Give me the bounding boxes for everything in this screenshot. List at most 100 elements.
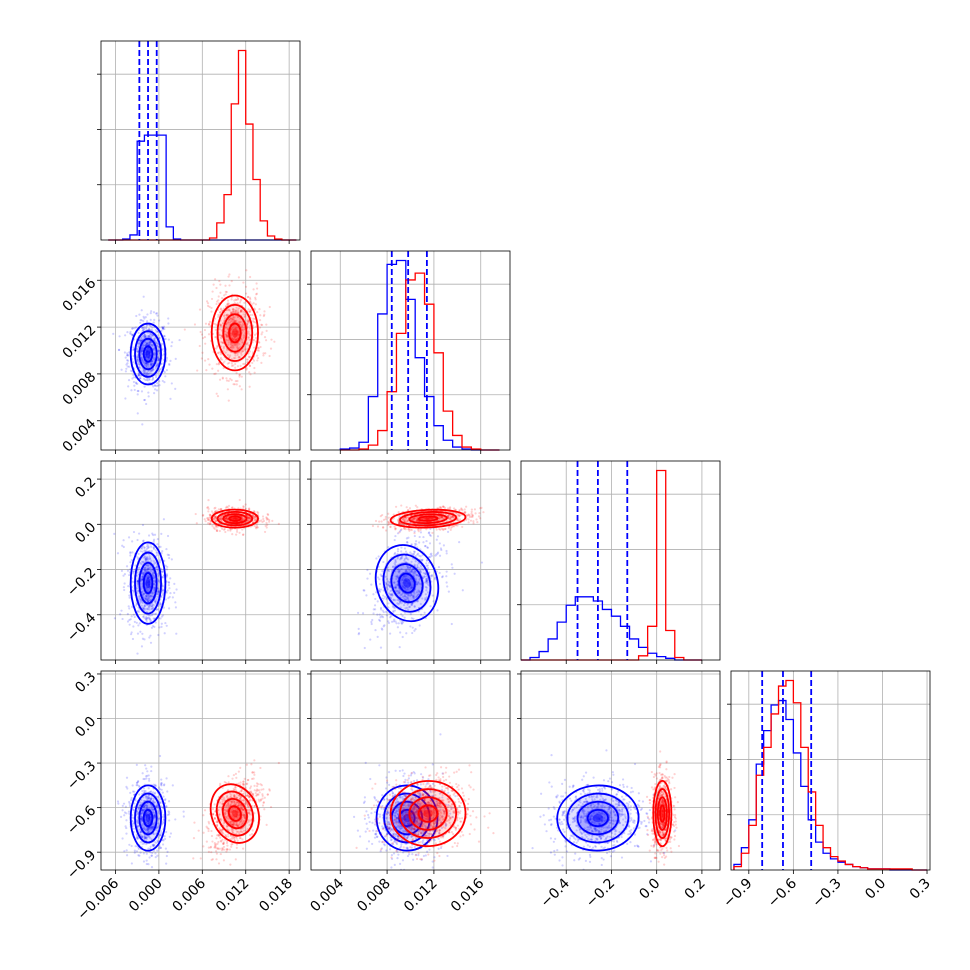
sample-point	[413, 532, 416, 535]
sample-point	[136, 632, 140, 635]
scatter-panel-2-1	[310, 460, 511, 661]
sample-point	[232, 308, 235, 311]
sample-point	[397, 522, 401, 525]
sample-point	[451, 516, 454, 519]
sample-point	[399, 528, 402, 532]
sample-point	[155, 608, 159, 611]
sample-point	[212, 283, 215, 286]
sample-point	[137, 847, 140, 850]
sample-point	[234, 343, 237, 346]
sample-point	[405, 516, 408, 519]
sample-point	[145, 616, 149, 620]
sample-point	[397, 622, 400, 625]
sample-point	[147, 816, 150, 820]
sample-point	[230, 362, 233, 365]
sample-point	[225, 339, 228, 342]
sample-point	[166, 565, 169, 569]
sample-point	[237, 321, 241, 324]
sample-point	[144, 618, 148, 621]
sample-point	[410, 570, 413, 574]
sample-point	[389, 585, 392, 589]
sample-point	[357, 627, 360, 630]
sample-point	[377, 555, 380, 558]
sample-point	[167, 607, 171, 610]
sample-point	[423, 598, 427, 601]
sample-point	[145, 350, 148, 353]
sample-point	[149, 826, 153, 830]
sample-point	[162, 818, 165, 821]
sample-point	[414, 504, 417, 507]
sample-point	[226, 519, 229, 522]
sample-point	[398, 530, 402, 533]
sample-point	[408, 529, 411, 532]
sample-point	[170, 558, 173, 561]
sample-point	[151, 810, 154, 813]
sample-point	[471, 514, 474, 517]
sample-point	[145, 343, 148, 346]
sample-point	[230, 379, 233, 382]
sample-point	[136, 822, 140, 825]
sample-point	[399, 600, 402, 604]
sample-point	[132, 572, 135, 575]
sample-point	[253, 346, 256, 349]
sample-point	[258, 308, 261, 311]
sample-point	[413, 572, 417, 575]
sample-point	[162, 821, 165, 825]
sample-point	[132, 589, 135, 592]
sample-point	[395, 622, 398, 625]
sample-point	[142, 556, 146, 559]
sample-point	[157, 847, 161, 850]
sample-point	[223, 360, 226, 363]
sample-point	[161, 325, 164, 329]
sample-point	[124, 370, 127, 373]
sample-point	[247, 295, 250, 299]
sample-point	[440, 527, 443, 530]
sample-point	[165, 805, 168, 808]
sample-point	[457, 515, 461, 518]
sample-point	[273, 340, 276, 343]
sample-point	[249, 310, 252, 313]
sample-point	[410, 603, 413, 606]
sample-point	[441, 575, 444, 578]
sample-point	[148, 586, 151, 589]
sample-point	[153, 625, 156, 628]
sample-point	[165, 777, 168, 780]
sample-point	[396, 602, 399, 605]
sample-point	[147, 796, 151, 799]
sample-point	[142, 545, 145, 548]
sample-point	[128, 332, 132, 335]
sample-point	[148, 790, 151, 794]
sample-point	[224, 326, 227, 329]
sample-point	[144, 582, 147, 585]
sample-point	[142, 539, 145, 542]
sample-point	[447, 507, 450, 510]
sample-point	[234, 362, 237, 366]
sample-point	[159, 367, 163, 371]
sample-point	[143, 592, 146, 595]
sample-point	[158, 845, 161, 848]
sample-point	[389, 589, 392, 593]
sample-point	[415, 519, 419, 522]
sample-point	[150, 854, 153, 857]
sample-point	[243, 335, 246, 338]
sample-point	[152, 560, 155, 563]
sample-point	[236, 333, 239, 336]
sample-point	[379, 608, 383, 611]
sample-point	[233, 301, 236, 305]
sample-point	[436, 552, 439, 555]
sample-point	[169, 832, 173, 835]
sample-point	[404, 550, 408, 553]
sample-point	[212, 322, 216, 325]
sample-point	[231, 327, 234, 330]
sample-point	[139, 630, 142, 633]
sample-point	[149, 790, 152, 793]
sample-point	[140, 562, 143, 566]
sample-point	[424, 572, 427, 575]
sample-point	[158, 603, 161, 606]
sample-point	[143, 364, 146, 367]
sample-point	[217, 295, 220, 298]
sample-point	[154, 340, 157, 344]
sample-point	[208, 523, 211, 526]
sample-point	[145, 361, 148, 365]
sample-point	[143, 333, 146, 336]
